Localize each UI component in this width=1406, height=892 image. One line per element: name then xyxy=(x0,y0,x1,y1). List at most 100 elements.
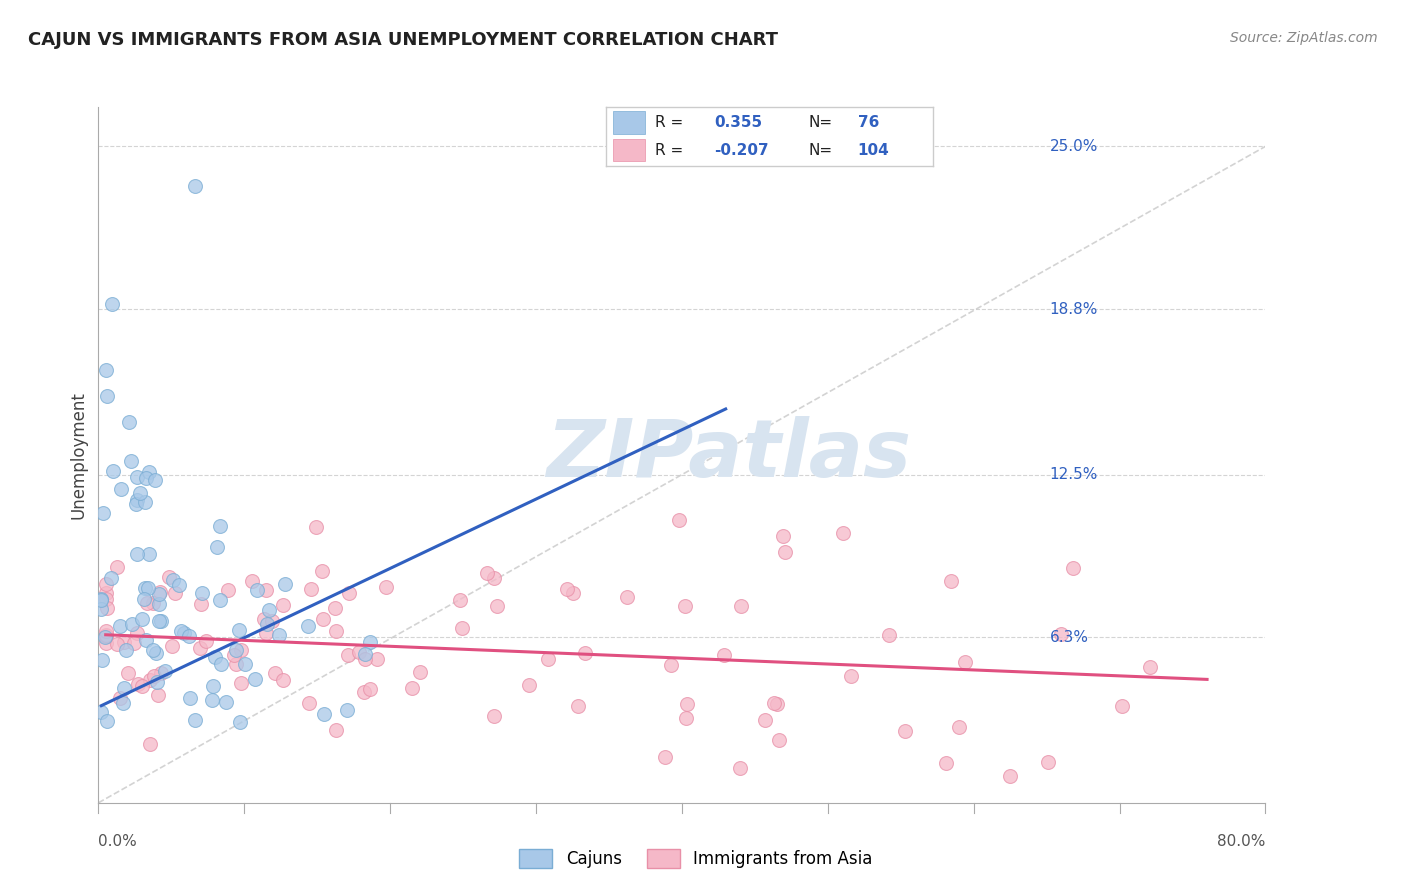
Text: 25.0%: 25.0% xyxy=(1049,139,1098,154)
Text: 6.3%: 6.3% xyxy=(1049,630,1088,645)
Point xyxy=(90,593,112,607)
Point xyxy=(153,665,176,679)
Point xyxy=(125,492,148,507)
Point xyxy=(191,586,214,600)
Point xyxy=(96,389,118,403)
Point xyxy=(112,697,135,711)
Point xyxy=(998,769,1021,783)
Point xyxy=(190,597,212,611)
Point xyxy=(1139,660,1161,674)
Point xyxy=(243,672,266,686)
Point xyxy=(149,585,172,599)
Text: 0.0%: 0.0% xyxy=(98,834,138,849)
Point xyxy=(274,576,297,591)
Point xyxy=(409,665,432,680)
Point xyxy=(134,581,156,595)
Point xyxy=(271,599,294,613)
Point xyxy=(353,652,375,666)
Point xyxy=(297,618,319,632)
Point xyxy=(94,362,117,376)
Point xyxy=(233,657,256,671)
Point xyxy=(120,454,142,468)
Point xyxy=(312,611,335,625)
Point xyxy=(127,677,149,691)
Point xyxy=(366,652,388,666)
Point xyxy=(209,657,232,672)
Point xyxy=(561,586,583,600)
Point xyxy=(337,586,360,600)
Point xyxy=(482,571,505,585)
Point xyxy=(204,649,226,664)
Point xyxy=(894,724,917,739)
Point xyxy=(217,582,239,597)
Point xyxy=(91,653,114,667)
Point xyxy=(939,574,962,588)
Point xyxy=(537,651,560,665)
Point xyxy=(145,646,167,660)
Point xyxy=(201,693,224,707)
Point xyxy=(730,599,752,614)
Point xyxy=(325,723,347,737)
Point xyxy=(222,648,245,662)
Point xyxy=(177,629,200,643)
Point xyxy=(184,178,207,193)
Point xyxy=(173,626,195,640)
Point xyxy=(728,761,751,775)
Point xyxy=(948,720,970,734)
Point xyxy=(256,616,278,631)
Point xyxy=(148,614,170,628)
Point xyxy=(96,601,118,615)
Point xyxy=(142,596,165,610)
Point xyxy=(148,587,170,601)
Point xyxy=(131,612,153,626)
Point xyxy=(574,646,596,660)
Point xyxy=(228,623,250,637)
Point xyxy=(108,690,131,705)
Point xyxy=(254,626,277,640)
Point xyxy=(214,694,236,708)
Point xyxy=(225,643,247,657)
Point xyxy=(311,565,333,579)
Point xyxy=(766,697,789,711)
Text: Source: ZipAtlas.com: Source: ZipAtlas.com xyxy=(1230,31,1378,45)
Point xyxy=(773,544,796,558)
Point xyxy=(90,591,112,606)
Point xyxy=(134,494,156,508)
Point xyxy=(121,617,143,632)
Point xyxy=(112,635,135,649)
Text: 18.8%: 18.8% xyxy=(1049,301,1098,317)
Point xyxy=(94,591,117,606)
Point xyxy=(253,612,276,626)
Point xyxy=(108,618,131,632)
Point xyxy=(262,615,284,629)
Point xyxy=(486,599,509,614)
Point xyxy=(451,621,474,635)
Point xyxy=(149,615,172,629)
Point xyxy=(1062,561,1084,575)
Point xyxy=(616,590,638,604)
Point xyxy=(117,666,139,681)
Point xyxy=(122,636,145,650)
Point xyxy=(94,586,117,600)
Point xyxy=(162,574,184,588)
Legend: Cajuns, Immigrants from Asia: Cajuns, Immigrants from Asia xyxy=(512,842,880,875)
Point xyxy=(90,705,112,719)
Point xyxy=(555,582,578,596)
Point xyxy=(257,603,280,617)
Point xyxy=(517,678,540,692)
Point xyxy=(110,482,132,496)
Point xyxy=(839,668,862,682)
Point xyxy=(146,688,169,702)
Point xyxy=(128,486,150,500)
Point xyxy=(673,599,696,614)
Point xyxy=(229,714,252,729)
Text: 12.5%: 12.5% xyxy=(1049,467,1098,482)
Point xyxy=(768,733,790,747)
Point xyxy=(209,593,232,607)
Point xyxy=(374,580,396,594)
Point xyxy=(135,471,157,485)
Point xyxy=(202,679,225,693)
Point xyxy=(354,647,377,661)
Point xyxy=(179,691,201,706)
Point xyxy=(832,525,855,540)
